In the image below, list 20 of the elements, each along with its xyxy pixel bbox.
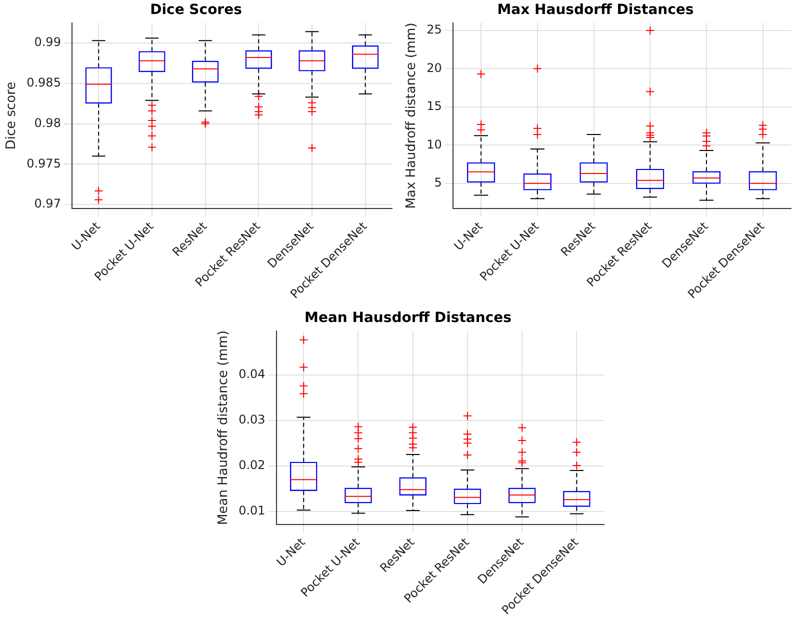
y-tick-label: 5 — [434, 176, 442, 190]
y-tick-label: 0.975 — [26, 156, 61, 170]
y-axis-title: Max Haudroff distance (mm) — [404, 22, 420, 209]
chart-title: Dice Scores — [150, 2, 242, 18]
y-tick-label: 0.01 — [238, 504, 266, 518]
y-tick-label: 0.02 — [238, 458, 266, 472]
y-tick-label: 0.97 — [34, 196, 61, 211]
y-axis-title: Dice score — [4, 82, 20, 150]
y-tick-label: 20 — [426, 60, 442, 75]
y-tick-label: 0.98 — [34, 116, 61, 130]
y-tick-label: 15 — [426, 99, 442, 114]
y-tick-label: 10 — [426, 137, 442, 152]
y-tick-label: 0.99 — [34, 35, 61, 50]
y-tick-label: 0.03 — [238, 412, 266, 427]
y-tick-label: 25 — [426, 22, 442, 37]
chart-title: Mean Hausdorff Distances — [304, 310, 512, 326]
y-axis-title: Mean Haudroff distance (mm) — [216, 330, 232, 525]
y-tick-label: 0.985 — [26, 76, 61, 90]
y-tick-label: 0.04 — [238, 367, 266, 382]
chart-title: Max Hausdorff Distances — [497, 2, 694, 18]
